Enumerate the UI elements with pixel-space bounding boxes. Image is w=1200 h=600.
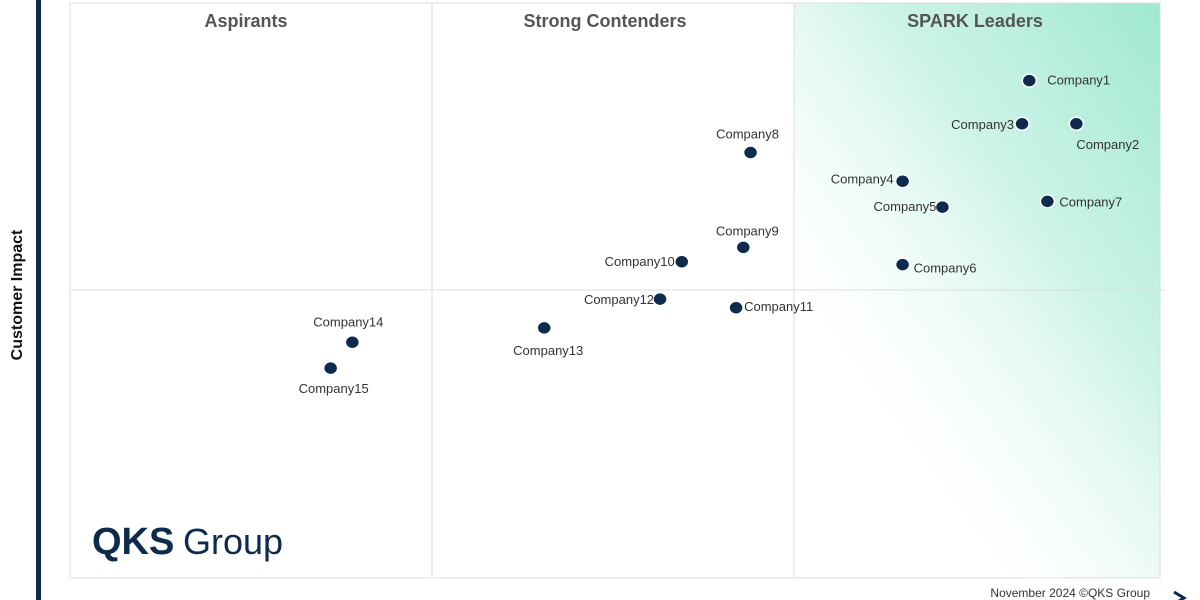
x-axis-arrow-icon	[1173, 590, 1187, 600]
data-point-company8[interactable]	[742, 145, 759, 160]
y-axis-label: Customer Impact	[9, 229, 26, 360]
data-label-company6: Company6	[914, 261, 977, 276]
data-label-company14: Company14	[313, 314, 383, 329]
logo-text-qks: QKS	[92, 521, 174, 563]
data-label-company9: Company9	[716, 223, 779, 238]
data-label-company4: Company4	[831, 171, 894, 186]
quadrant-title-strong-contenders: Strong Contenders	[523, 11, 686, 31]
data-point-company10[interactable]	[674, 254, 690, 269]
data-point-company15[interactable]	[322, 360, 339, 376]
data-point-company1[interactable]	[1021, 73, 1038, 88]
data-point-company11[interactable]	[728, 300, 744, 315]
data-label-company11: Company11	[744, 299, 813, 314]
data-points-layer: Company1 Company2 Company3 Company4 Company5…	[299, 73, 1140, 397]
quadrant-title-spark-leaders: SPARK Leaders	[907, 11, 1043, 31]
logo-text-group: Group	[183, 521, 283, 562]
data-label-company8: Company8	[716, 127, 779, 142]
data-label-company2: Company2	[1076, 137, 1139, 152]
data-label-company5: Company5	[874, 199, 937, 214]
y-axis-bar	[36, 0, 41, 600]
data-point-company7[interactable]	[1039, 194, 1056, 209]
footer-copyright: November 2024 ©QKS Group	[990, 586, 1150, 600]
data-label-company13: Company13	[513, 343, 583, 358]
data-point-company4[interactable]	[894, 174, 911, 189]
data-point-company14[interactable]	[344, 335, 361, 350]
data-point-company6[interactable]	[894, 257, 911, 272]
quadrant-title-aspirants: Aspirants	[204, 11, 287, 31]
data-point-company12[interactable]	[652, 291, 668, 307]
data-point-company3[interactable]	[1014, 116, 1030, 131]
data-label-company7: Company7	[1059, 194, 1122, 209]
data-point-company5[interactable]	[934, 199, 951, 215]
data-point-company2[interactable]	[1068, 116, 1085, 131]
data-point-company9[interactable]	[735, 240, 752, 255]
data-label-company3: Company3	[951, 117, 1014, 132]
data-label-company15: Company15	[299, 381, 369, 396]
qks-group-logo: QKS Group	[92, 521, 283, 563]
data-label-company12: Company12	[584, 292, 654, 307]
data-label-company1: Company1	[1047, 73, 1110, 88]
data-label-company10: Company10	[605, 254, 675, 269]
data-point-company13[interactable]	[536, 320, 552, 336]
